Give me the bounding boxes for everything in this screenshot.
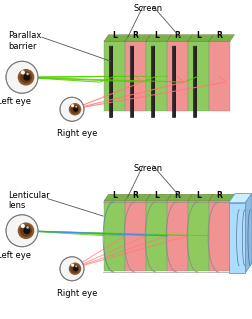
- Polygon shape: [193, 47, 196, 117]
- Text: L: L: [196, 191, 201, 200]
- Polygon shape: [167, 41, 188, 111]
- Polygon shape: [104, 35, 130, 41]
- Text: Screen: Screen: [134, 164, 163, 173]
- Circle shape: [20, 71, 32, 83]
- Polygon shape: [196, 46, 197, 117]
- Polygon shape: [167, 194, 193, 201]
- Circle shape: [23, 227, 30, 234]
- Polygon shape: [229, 194, 252, 203]
- Polygon shape: [151, 47, 154, 117]
- Polygon shape: [229, 203, 245, 273]
- Circle shape: [75, 106, 77, 108]
- Polygon shape: [146, 41, 167, 111]
- Polygon shape: [109, 46, 113, 47]
- Circle shape: [75, 265, 77, 267]
- Text: L: L: [196, 31, 201, 40]
- Polygon shape: [104, 41, 125, 111]
- Polygon shape: [188, 201, 209, 271]
- Polygon shape: [188, 41, 209, 111]
- Polygon shape: [167, 201, 188, 271]
- Text: L: L: [112, 31, 117, 40]
- Polygon shape: [133, 46, 134, 117]
- Circle shape: [18, 222, 34, 239]
- Polygon shape: [146, 35, 172, 41]
- Circle shape: [6, 215, 38, 247]
- Polygon shape: [125, 201, 146, 271]
- Polygon shape: [151, 46, 155, 47]
- Circle shape: [26, 73, 29, 75]
- Circle shape: [69, 103, 81, 115]
- Text: R: R: [216, 191, 223, 200]
- Polygon shape: [245, 194, 252, 273]
- Polygon shape: [130, 46, 134, 47]
- Polygon shape: [209, 35, 235, 41]
- Polygon shape: [109, 47, 112, 117]
- Polygon shape: [125, 41, 146, 111]
- Polygon shape: [175, 46, 176, 117]
- Polygon shape: [125, 35, 150, 41]
- Circle shape: [18, 69, 34, 85]
- Text: R: R: [133, 31, 138, 40]
- Circle shape: [26, 226, 29, 229]
- Polygon shape: [104, 194, 130, 201]
- Polygon shape: [112, 46, 113, 117]
- Text: L: L: [154, 31, 159, 40]
- Circle shape: [20, 225, 32, 237]
- Polygon shape: [167, 35, 193, 41]
- Text: R: R: [175, 191, 180, 200]
- Text: Screen: Screen: [134, 4, 163, 13]
- Text: Left eye: Left eye: [0, 97, 31, 106]
- Wedge shape: [60, 109, 82, 121]
- Polygon shape: [125, 194, 150, 201]
- Circle shape: [23, 74, 30, 81]
- Polygon shape: [209, 194, 235, 201]
- Polygon shape: [172, 47, 175, 117]
- Polygon shape: [146, 194, 172, 201]
- Wedge shape: [6, 231, 36, 247]
- Polygon shape: [104, 201, 125, 271]
- Wedge shape: [6, 77, 36, 93]
- Circle shape: [73, 107, 78, 112]
- Text: R: R: [175, 31, 180, 40]
- Text: Left eye: Left eye: [0, 251, 31, 260]
- Circle shape: [60, 257, 84, 281]
- Text: Lenticular
lens: Lenticular lens: [8, 191, 50, 210]
- Wedge shape: [60, 269, 82, 281]
- Polygon shape: [146, 201, 167, 271]
- Text: Parallax
barrier: Parallax barrier: [8, 31, 41, 51]
- Circle shape: [60, 97, 84, 121]
- Polygon shape: [172, 46, 176, 47]
- Circle shape: [21, 70, 25, 75]
- Text: L: L: [112, 191, 117, 200]
- Text: R: R: [133, 191, 138, 200]
- Circle shape: [21, 224, 25, 228]
- Polygon shape: [209, 201, 230, 271]
- Text: R: R: [216, 31, 223, 40]
- Polygon shape: [188, 35, 213, 41]
- Polygon shape: [130, 47, 133, 117]
- Polygon shape: [209, 41, 230, 111]
- Circle shape: [69, 263, 81, 275]
- Text: Right eye: Right eye: [57, 129, 97, 138]
- Circle shape: [6, 61, 38, 93]
- Circle shape: [71, 105, 80, 114]
- Circle shape: [71, 263, 74, 267]
- Circle shape: [73, 266, 78, 271]
- Polygon shape: [188, 194, 213, 201]
- Polygon shape: [154, 46, 155, 117]
- Text: Right eye: Right eye: [57, 289, 97, 298]
- Polygon shape: [193, 46, 197, 47]
- Text: L: L: [154, 191, 159, 200]
- Circle shape: [71, 264, 80, 273]
- Circle shape: [71, 104, 74, 107]
